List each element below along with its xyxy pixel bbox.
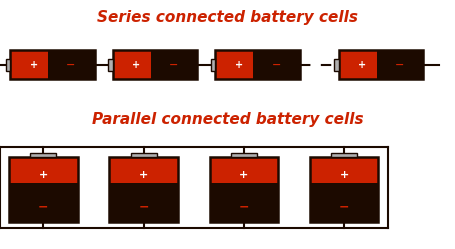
Bar: [309, 157, 378, 222]
Bar: [108, 59, 113, 71]
Bar: [338, 50, 422, 79]
Text: −: −: [238, 201, 249, 214]
Bar: [10, 50, 48, 79]
Bar: [113, 50, 151, 79]
Bar: [109, 157, 177, 183]
Bar: [209, 157, 278, 222]
Bar: [338, 50, 376, 79]
Text: +: +: [357, 60, 365, 70]
Bar: [10, 50, 95, 79]
Bar: [333, 59, 338, 71]
Text: −: −: [394, 60, 403, 70]
Bar: [309, 157, 378, 222]
Text: −: −: [271, 60, 280, 70]
Text: +: +: [39, 170, 48, 180]
Bar: [338, 50, 422, 79]
Bar: [209, 157, 278, 183]
Bar: [9, 157, 77, 222]
Text: −: −: [66, 60, 76, 70]
Text: −: −: [138, 201, 149, 214]
Bar: [9, 157, 77, 183]
Text: +: +: [30, 60, 38, 70]
Bar: [309, 157, 378, 183]
Bar: [215, 50, 299, 79]
Bar: [215, 50, 299, 79]
Bar: [113, 50, 197, 79]
Bar: [215, 50, 253, 79]
Bar: [5, 59, 10, 71]
Bar: [109, 157, 177, 222]
Text: −: −: [168, 60, 178, 70]
Bar: [109, 157, 177, 222]
Text: +: +: [132, 60, 140, 70]
Text: −: −: [338, 201, 349, 214]
Bar: [30, 153, 56, 157]
Bar: [10, 50, 95, 79]
Text: −: −: [38, 201, 49, 214]
Bar: [113, 50, 197, 79]
Bar: [210, 59, 215, 71]
Text: +: +: [339, 170, 348, 180]
Text: Parallel connected battery cells: Parallel connected battery cells: [92, 112, 363, 127]
Bar: [130, 153, 156, 157]
Bar: [330, 153, 357, 157]
Text: +: +: [239, 170, 248, 180]
Bar: [231, 153, 257, 157]
Text: +: +: [139, 170, 148, 180]
Bar: [209, 157, 278, 222]
Text: +: +: [234, 60, 243, 70]
Text: Series connected battery cells: Series connected battery cells: [97, 10, 358, 25]
Bar: [9, 157, 77, 222]
